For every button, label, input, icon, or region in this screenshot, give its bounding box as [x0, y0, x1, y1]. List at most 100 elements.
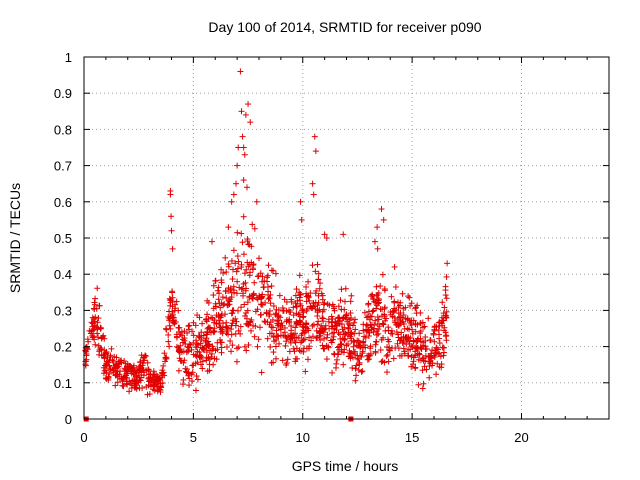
x-tick-label: 10	[296, 430, 310, 445]
data-point	[254, 296, 261, 303]
data-point	[227, 285, 234, 292]
data-point	[193, 343, 200, 350]
data-point	[284, 356, 291, 363]
data-point	[189, 362, 196, 369]
data-point	[418, 346, 425, 353]
data-point	[287, 339, 294, 346]
data-point	[391, 299, 398, 306]
data-point	[381, 311, 388, 318]
data-point	[350, 343, 357, 350]
data-point	[330, 333, 337, 340]
data-point	[419, 319, 426, 326]
data-point	[381, 285, 388, 292]
data-point	[228, 310, 235, 317]
data-point	[330, 305, 337, 312]
data-point	[374, 245, 381, 252]
data-point	[299, 314, 306, 321]
data-point	[371, 325, 378, 332]
data-point	[352, 316, 359, 323]
data-point	[235, 344, 242, 351]
data-point	[338, 340, 345, 347]
data-point	[106, 357, 113, 364]
data-point	[178, 332, 185, 339]
data-point	[248, 327, 255, 334]
data-point	[279, 357, 286, 364]
data-point	[185, 323, 192, 330]
peak-point	[240, 144, 247, 151]
data-point	[382, 317, 389, 324]
data-point	[210, 292, 217, 299]
data-point	[268, 283, 275, 290]
peak-point	[169, 245, 176, 252]
data-point	[386, 344, 393, 351]
data-point	[228, 348, 235, 355]
data-point	[407, 302, 414, 309]
data-point	[91, 318, 98, 325]
data-point	[213, 312, 220, 319]
data-point	[179, 336, 186, 343]
data-point	[342, 285, 349, 292]
data-point	[277, 332, 284, 339]
data-point	[303, 283, 310, 290]
data-point	[216, 324, 223, 331]
data-point	[319, 308, 326, 315]
peak-point	[371, 238, 378, 245]
data-point	[235, 327, 242, 334]
data-point	[436, 335, 443, 342]
data-point	[387, 309, 394, 316]
data-point	[175, 367, 182, 374]
data-point	[91, 322, 98, 329]
plot-frame	[83, 56, 610, 420]
data-point	[90, 327, 97, 334]
data-point	[159, 380, 166, 387]
data-point	[397, 317, 404, 324]
data-point	[296, 272, 303, 279]
data-point	[351, 319, 358, 326]
data-point	[317, 280, 324, 287]
data-point	[154, 378, 161, 385]
y-tick-label: 0.2	[54, 340, 72, 355]
data-point	[162, 325, 169, 332]
data-point	[396, 337, 403, 344]
data-point	[292, 324, 299, 331]
data-point	[100, 332, 107, 339]
peak-point	[230, 191, 237, 198]
peak-point	[380, 216, 387, 223]
data-point	[161, 350, 168, 357]
peak-point	[391, 263, 398, 270]
data-point	[216, 290, 223, 297]
data-point	[292, 330, 299, 337]
data-point	[282, 342, 289, 349]
data-point	[378, 358, 385, 365]
data-point	[155, 384, 162, 391]
data-point	[352, 365, 359, 372]
data-point	[353, 372, 360, 379]
data-point	[415, 335, 422, 342]
data-point	[272, 343, 279, 350]
data-point	[348, 350, 355, 357]
data-point	[97, 324, 104, 331]
data-point	[383, 369, 390, 376]
data-point	[393, 321, 400, 328]
data-point	[219, 320, 226, 327]
data-point	[180, 376, 187, 383]
data-point	[251, 333, 258, 340]
data-point	[233, 268, 240, 275]
data-point	[114, 379, 121, 386]
data-point	[150, 386, 157, 393]
data-point	[365, 333, 372, 340]
data-point	[286, 348, 293, 355]
data-point	[367, 345, 374, 352]
data-point	[120, 376, 127, 383]
y-tick-label: 0.3	[54, 303, 72, 318]
data-point	[364, 356, 371, 363]
data-point	[255, 336, 262, 343]
data-point	[324, 331, 331, 338]
data-point	[210, 329, 217, 336]
data-point	[306, 343, 313, 350]
peak-point	[242, 111, 249, 118]
data-point	[278, 320, 285, 327]
data-point	[230, 287, 237, 294]
data-point	[136, 385, 143, 392]
data-point	[265, 262, 272, 269]
